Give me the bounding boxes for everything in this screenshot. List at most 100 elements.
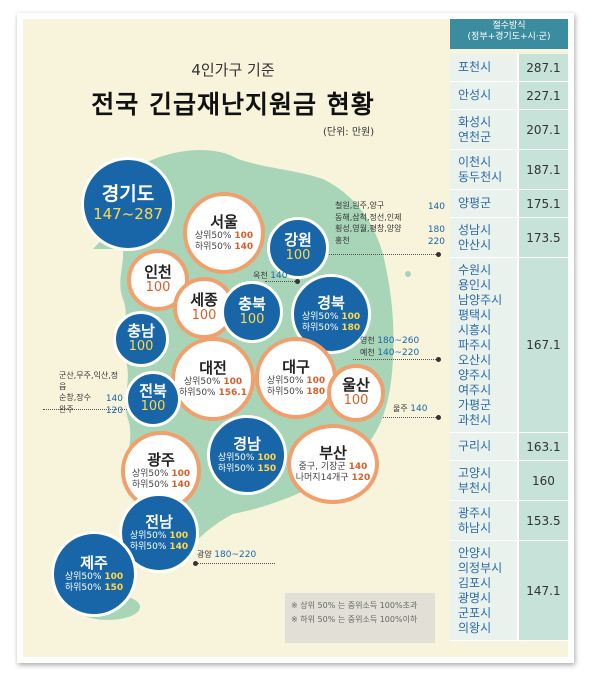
city-name: 고양시	[458, 465, 492, 480]
row-value: 100	[341, 312, 361, 323]
city-name: 남양주시	[458, 292, 503, 307]
city-name: 수원시	[458, 262, 492, 277]
region-jeonnam: 전남 상위50% 100 하위50% 140	[119, 493, 199, 573]
infographic: 4인가구 기준 전국 긴급재난지원금 현황 (단위: 만원) 경기도 147~2…	[23, 19, 568, 657]
ulleung-island	[405, 271, 411, 277]
city-name: 광명시	[458, 590, 492, 605]
row-value: 140	[171, 479, 191, 490]
city-names-cell: 고양시 부천시	[450, 461, 517, 500]
row-value: 140	[234, 241, 254, 252]
row-label: 하위50%	[266, 386, 304, 397]
table-row: 고양시 부천시 160	[450, 461, 568, 501]
note-value: 140~220	[377, 348, 420, 359]
region-name: 충남	[127, 321, 155, 340]
leader-line-gwangyang	[195, 563, 275, 565]
amount-cell: 163.1	[516, 433, 568, 460]
amount-cell: 167.1	[516, 258, 568, 432]
row-label: 하위50%	[217, 463, 255, 474]
note-jeonbuk-counties: 군산,무주,익산,정읍 순창,장수 140 완주 120	[59, 371, 123, 417]
region-name: 강원	[284, 230, 312, 249]
city-names-cell: 성남시 안산시	[450, 218, 517, 257]
region-name: 서울	[210, 213, 238, 232]
row-label: 상위50%	[266, 376, 304, 387]
subtitle: 4인가구 기준	[191, 61, 275, 79]
unit-label: (단위: 만원)	[323, 127, 375, 138]
row-label: 하위50%	[64, 582, 102, 593]
table-row: 화성시 연천군 207.1	[450, 110, 568, 150]
leader-dot	[436, 415, 441, 420]
city-name: 광주시	[458, 505, 492, 520]
row-value: 100	[171, 469, 191, 480]
region-value: 100	[343, 393, 369, 409]
row-value: 180	[306, 386, 326, 397]
city-name: 양주시	[458, 367, 492, 382]
note-label: 광양	[197, 550, 212, 559]
note-label: 홍천	[335, 236, 350, 246]
row-label: 상위50%	[301, 312, 339, 323]
region-value: 100	[140, 399, 166, 415]
region-name: 경기도	[101, 183, 155, 206]
leader-dot	[436, 357, 441, 362]
note-value: 140	[427, 202, 445, 212]
city-names-cell: 이천시 동두천시	[450, 150, 517, 189]
amount-cell: 187.1	[516, 150, 568, 189]
table-row: 포천시 287.1	[450, 54, 568, 82]
row-value: 100	[169, 531, 189, 542]
region-name: 전남	[145, 513, 173, 532]
region-name: 경남	[233, 435, 261, 454]
city-names-cell: 광주시 하남시	[450, 501, 517, 540]
amount-cell: 175.1	[516, 190, 568, 217]
legend-line: ※ 하위 50% 는 중위소득 100%이하	[291, 614, 418, 624]
row-label: 상위50%	[64, 572, 102, 583]
note-value: 140	[270, 271, 288, 281]
image-frame: 4인가구 기준 전국 긴급재난지원금 현황 (단위: 만원) 경기도 147~2…	[17, 13, 574, 663]
city-name: 의왕시	[458, 620, 492, 635]
city-name: 의정부시	[458, 560, 503, 575]
city-names-cell: 구리시	[450, 433, 517, 460]
table-row: 구리시 163.1	[450, 433, 568, 461]
city-name: 포천시	[458, 60, 492, 74]
table-row: 광주시 하남시 153.5	[450, 501, 568, 541]
city-name: 오산시	[458, 352, 492, 367]
row-value: 100	[223, 377, 243, 388]
row-label: 하위50%	[131, 479, 169, 490]
table-row: 수원시 용인시 남양주시 평택시 시흥시 파주시 오산시 양주시 여주시 가평군 과천시 167.1	[450, 258, 568, 433]
note-label: 동해,삼척,정선,인제	[335, 213, 402, 223]
city-name: 하남시	[458, 520, 492, 535]
page-title: 전국 긴급재난지원금 현황	[91, 90, 375, 119]
note-okcheon: 옥천 140	[253, 270, 287, 282]
row-value: 100	[234, 231, 254, 242]
region-name: 대전	[199, 359, 227, 378]
city-name: 평택시	[458, 307, 492, 322]
row-value: 180	[341, 322, 361, 333]
row-value: 120	[351, 472, 371, 483]
note-value: 140	[410, 404, 428, 414]
note-label: 군산,무주,익산,정읍	[59, 371, 119, 391]
region-gyeongnam: 경남 상위50% 100 하위50% 150	[207, 415, 287, 495]
region-name: 인천	[144, 262, 172, 281]
note-ulju: 울주 140	[393, 403, 427, 415]
legend-line: ※ 상위 50% 는 중위소득 100%초과	[291, 601, 418, 610]
row-value: 100	[306, 376, 326, 387]
row-label: 중구, 기장군	[298, 462, 346, 473]
amount-cell: 153.5	[516, 501, 568, 540]
region-seoul: 서울 상위50% 100 하위50% 140	[183, 192, 265, 274]
leader-line-okcheon	[265, 281, 295, 283]
leader-dot	[295, 279, 300, 284]
region-gangwon: 강원 100	[267, 217, 329, 279]
row-label: 상위50%	[183, 377, 221, 388]
table-row: 양평군 175.1	[450, 190, 568, 218]
note-value: 180~260	[377, 336, 420, 346]
city-name: 안양시	[458, 545, 492, 560]
row-label: 하위50%	[179, 387, 216, 398]
region-gyeongbuk: 경북 상위50% 100 하위50% 180	[291, 274, 371, 354]
leader-line-gyeongbuk	[353, 359, 438, 361]
row-label: 상위50%	[194, 231, 232, 242]
region-jeonbuk: 전북 100	[125, 371, 181, 427]
city-name: 시흥시	[458, 322, 492, 337]
region-value: 100	[191, 308, 217, 324]
row-value: 140	[169, 541, 189, 552]
note-label: 순창,장수	[59, 392, 91, 402]
region-value: 147~287	[93, 205, 163, 224]
amount-cell: 227.1	[516, 82, 568, 109]
